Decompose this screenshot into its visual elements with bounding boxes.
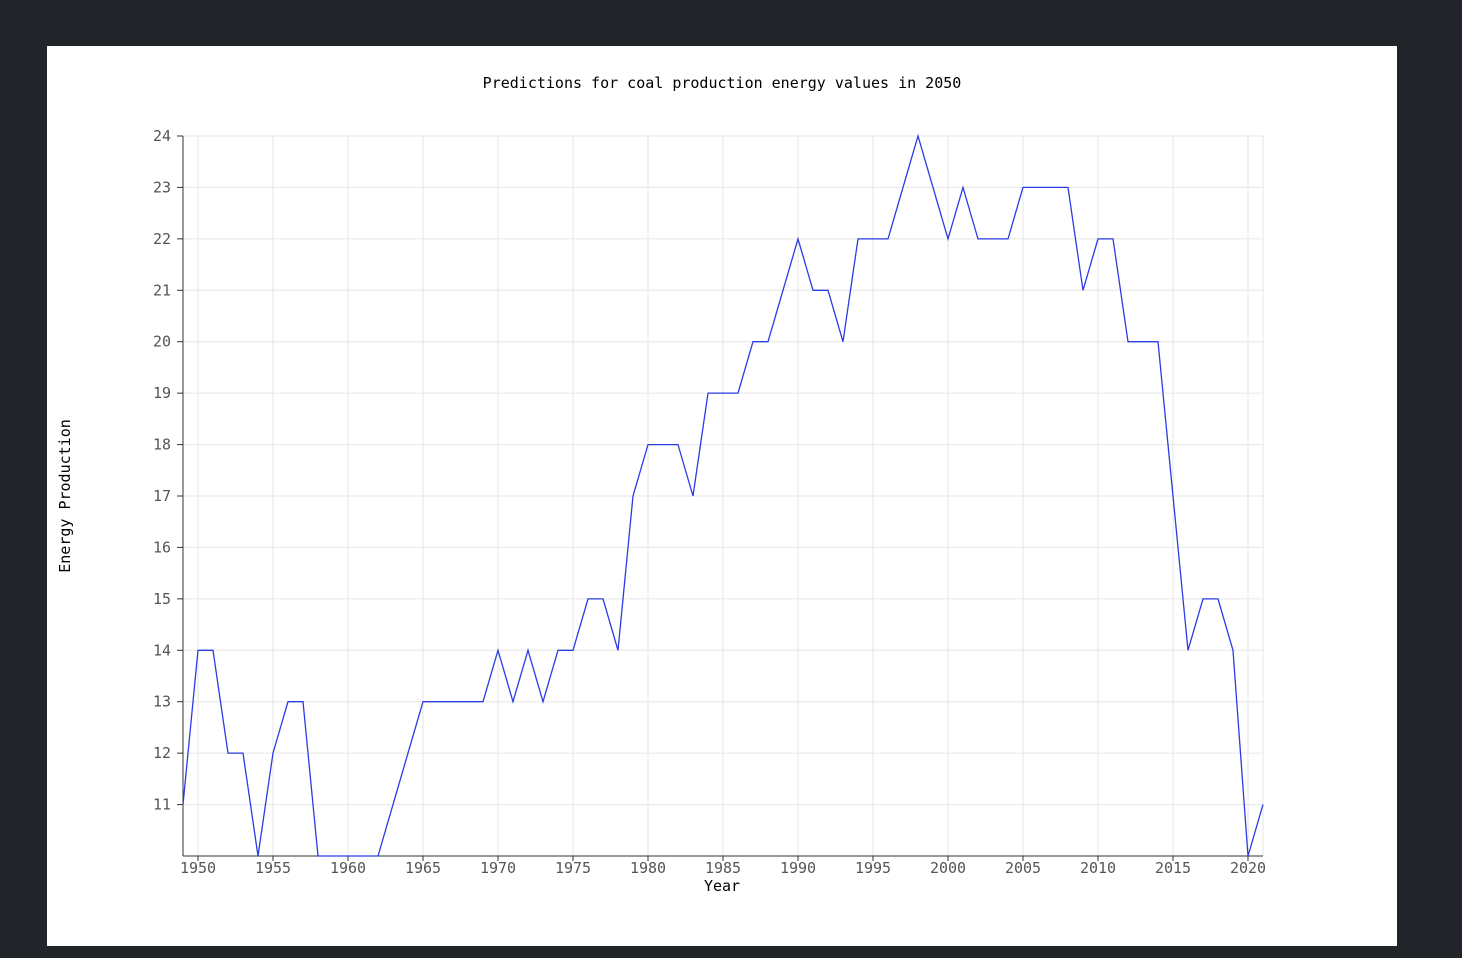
chart-panel: Predictions for coal production energy v… [47, 46, 1397, 946]
chart-title: Predictions for coal production energy v… [483, 74, 962, 92]
x-tick-label: 2020 [1230, 859, 1266, 877]
x-tick-label: 1950 [180, 859, 216, 877]
y-tick-label: 17 [153, 487, 171, 505]
y-tick-label: 20 [153, 333, 171, 351]
y-tick-label: 14 [153, 641, 171, 659]
x-tick-label: 1955 [255, 859, 291, 877]
y-tick-label: 11 [153, 796, 171, 814]
y-tick-label: 13 [153, 693, 171, 711]
y-tick-label: 24 [153, 127, 171, 145]
x-tick-label: 2015 [1155, 859, 1191, 877]
x-tick-label: 1965 [405, 859, 441, 877]
x-tick-label: 2010 [1080, 859, 1116, 877]
y-tick-label: 12 [153, 744, 171, 762]
x-tick-label: 1985 [705, 859, 741, 877]
x-tick-label: 1975 [555, 859, 591, 877]
y-tick-label: 21 [153, 281, 171, 299]
x-tick-label: 1980 [630, 859, 666, 877]
x-tick-label: 1970 [480, 859, 516, 877]
x-tick-label: 2000 [930, 859, 966, 877]
x-tick-label: 1995 [855, 859, 891, 877]
y-tick-label: 22 [153, 230, 171, 248]
x-tick-label: 1990 [780, 859, 816, 877]
y-tick-label: 19 [153, 384, 171, 402]
line-chart: Predictions for coal production energy v… [56, 74, 1266, 895]
x-tick-label: 2005 [1005, 859, 1041, 877]
series-line [182, 133, 1264, 857]
y-tick-label: 16 [153, 538, 171, 556]
series-layer [182, 133, 1264, 857]
x-tick-label: 1960 [330, 859, 366, 877]
y-tick-label: 15 [153, 590, 171, 608]
y-axis-title: Energy Production [56, 419, 74, 573]
x-axis-title: Year [704, 877, 740, 895]
y-tick-label: 23 [153, 178, 171, 196]
grid [183, 135, 1264, 856]
y-tick-label: 18 [153, 436, 171, 454]
axes: 1950 1955 1960 1965 1970 1975 1980 1985 1990 1995… [153, 127, 1266, 877]
